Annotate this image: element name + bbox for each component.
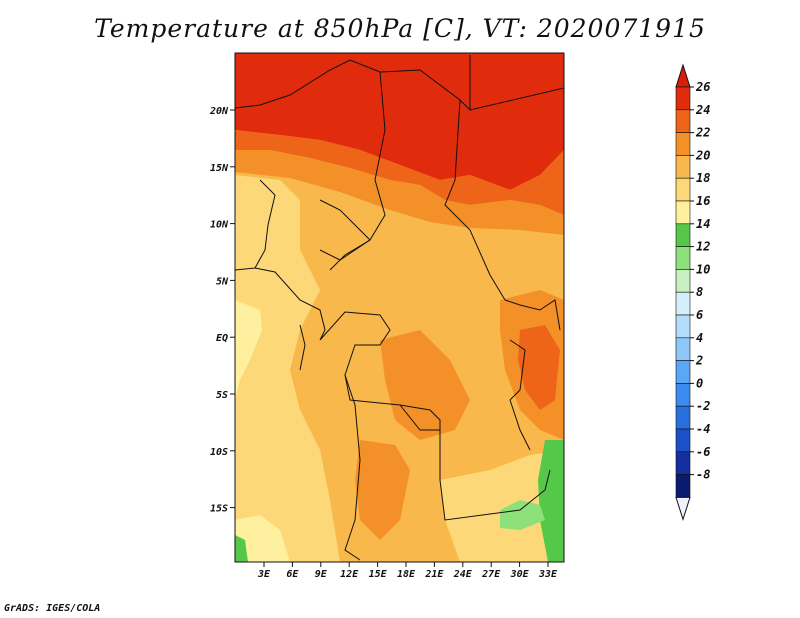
colorbar-segment — [675, 246, 691, 270]
colorbar-segment — [675, 223, 691, 247]
lat-label: 20N — [209, 106, 229, 117]
temp-band-22-24-east — [518, 325, 560, 410]
colorbar-segment — [675, 383, 691, 407]
lat-label: 10N — [210, 220, 229, 231]
colorbar-label: 12 — [696, 240, 710, 254]
lat-label: 5S — [216, 390, 228, 401]
lat-label: 10S — [210, 447, 228, 458]
temp-band-16-18-se — [440, 450, 564, 562]
colorbar-label: 10 — [696, 262, 710, 276]
lon-label: 6E — [286, 569, 299, 580]
lon-label: 27E — [481, 569, 501, 580]
lon-label: 15E — [369, 569, 388, 580]
colorbar-segment — [675, 155, 691, 179]
temp-band-22-24 — [235, 130, 564, 215]
colorbar-segment — [675, 314, 691, 339]
colorbar-under-arrow — [675, 496, 691, 522]
colorbar-label: 0 — [696, 376, 703, 390]
colorbar-label: 22 — [695, 126, 710, 140]
lon-label: 18E — [397, 569, 416, 580]
colorbar-segment — [675, 132, 691, 156]
lat-label: EQ — [216, 333, 228, 344]
lon-label: 30E — [510, 569, 530, 580]
colorbar-segment — [675, 337, 691, 361]
lon-label: 33E — [538, 569, 558, 580]
colorbar-segment — [675, 200, 691, 225]
lat-label: 5N — [216, 276, 229, 287]
latitude-axis: 20N 15N 10N 5N EQ 5S 10S 15S — [209, 106, 235, 515]
temp-band-20-22-angola — [355, 440, 410, 540]
temp-band-12-14-sw — [235, 535, 248, 562]
colorbar-segment — [675, 86, 691, 111]
colorbar-over-arrow — [675, 63, 691, 88]
colorbar-segment — [675, 360, 691, 384]
temperature-field — [235, 53, 564, 562]
colorbar-label: 24 — [695, 103, 710, 117]
lat-label: 15S — [210, 504, 228, 515]
grads-credit: GrADS: IGES/COLA — [4, 603, 101, 614]
map-borders — [235, 55, 564, 561]
temp-band-12-14-se — [538, 440, 564, 562]
colorbar-segment — [675, 405, 691, 430]
colorbar-segment — [675, 269, 691, 293]
lat-label: 15N — [210, 163, 229, 174]
colorbar-label: 18 — [696, 171, 710, 185]
map-frame — [234, 52, 565, 563]
colorbar-label: -8 — [696, 468, 710, 482]
colorbar-label: 20 — [695, 148, 710, 162]
longitude-axis: 3E 6E 9E 12E 15E 18E 21E 24E 27E 30E 33E — [257, 562, 558, 580]
temp-band-14-16-coast — [235, 300, 262, 400]
colorbar-segment — [675, 109, 691, 133]
lon-label: 24E — [453, 569, 473, 580]
colorbar-label: 8 — [696, 285, 703, 299]
colorbar-segment — [675, 177, 691, 202]
temp-band-24-26 — [235, 53, 564, 190]
lon-label: 21E — [424, 569, 444, 580]
colorbar-label: -6 — [696, 445, 710, 459]
lon-label: 12E — [340, 569, 359, 580]
colorbar-label: 4 — [696, 331, 703, 345]
colorbar-label: 16 — [696, 194, 710, 208]
temp-band-16-18-west — [235, 175, 340, 562]
chart-title: Temperature at 850hPa [C], VT: 202007191… — [94, 14, 706, 43]
colorbar-segment — [675, 291, 691, 316]
colorbar-label: 14 — [696, 217, 710, 231]
temp-band-20-22-north — [235, 150, 564, 235]
lon-label: 3E — [257, 569, 271, 580]
colorbar-label: 26 — [695, 80, 710, 94]
colorbar-label: -4 — [696, 422, 710, 436]
colorbar-segment — [675, 474, 691, 498]
colorbar-label: -2 — [696, 399, 710, 413]
temp-band-20-22-central — [380, 330, 470, 440]
temp-band-14-16-sw — [235, 515, 290, 562]
colorbar-label: 6 — [696, 308, 703, 322]
lon-label: 9E — [315, 569, 328, 580]
colorbar-label: 2 — [695, 354, 703, 368]
temp-band-10-12-se — [500, 500, 545, 530]
colorbar-segment — [675, 451, 691, 475]
colorbar-segment — [675, 428, 691, 453]
